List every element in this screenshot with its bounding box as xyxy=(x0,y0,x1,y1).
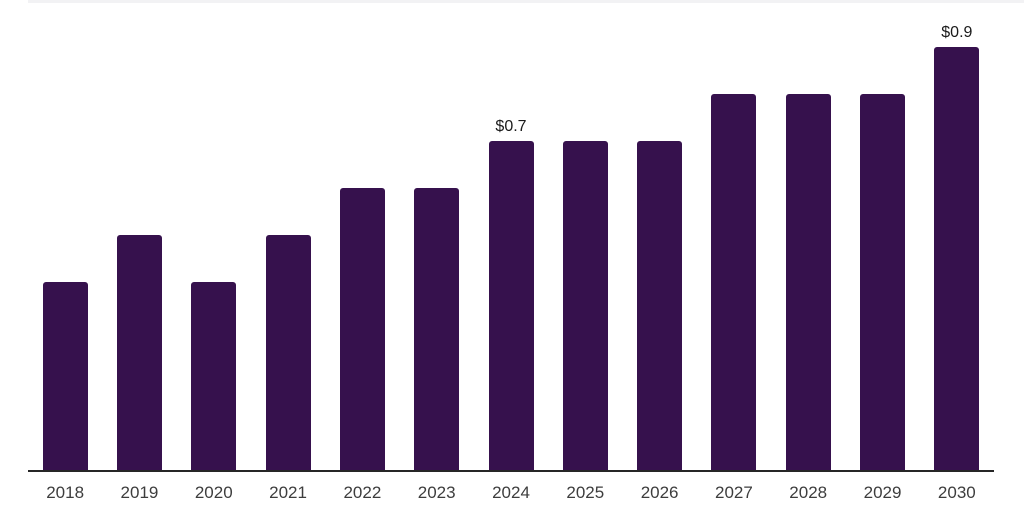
x-tick-2027: 2027 xyxy=(715,483,753,502)
bar-2023 xyxy=(414,188,459,470)
x-tick-2024: 2024 xyxy=(492,483,530,502)
x-tick-2023: 2023 xyxy=(417,483,456,502)
x-tick-2018: 2018 xyxy=(46,483,85,502)
x-tick-2028: 2028 xyxy=(789,483,828,502)
x-tick-2019: 2019 xyxy=(120,483,159,502)
bar-2030 xyxy=(934,47,979,470)
bar-2025 xyxy=(563,141,608,470)
value-label-2030: $0.9 xyxy=(941,24,973,41)
bar-2021 xyxy=(266,235,311,470)
x-tick-2021: 2021 xyxy=(269,483,307,502)
x-axis-line xyxy=(28,470,994,472)
x-tick-2020: 2020 xyxy=(194,483,233,502)
bar-2022 xyxy=(340,188,385,470)
x-tick-2030: 2030 xyxy=(937,483,976,502)
bar-2019 xyxy=(117,235,162,470)
bar-2026 xyxy=(637,141,682,470)
x-tick-2022: 2022 xyxy=(343,483,382,502)
bar-2018 xyxy=(43,282,88,470)
top-divider xyxy=(28,0,1024,3)
bar-2024 xyxy=(489,141,534,470)
x-tick-2025: 2025 xyxy=(566,483,605,502)
bar-2029 xyxy=(860,94,905,470)
bar-2027 xyxy=(711,94,756,470)
x-tick-2029: 2029 xyxy=(863,483,902,502)
bar-2020 xyxy=(191,282,236,470)
x-tick-2026: 2026 xyxy=(640,483,679,502)
value-label-2024: $0.7 xyxy=(495,118,527,135)
bar-2028 xyxy=(786,94,831,470)
